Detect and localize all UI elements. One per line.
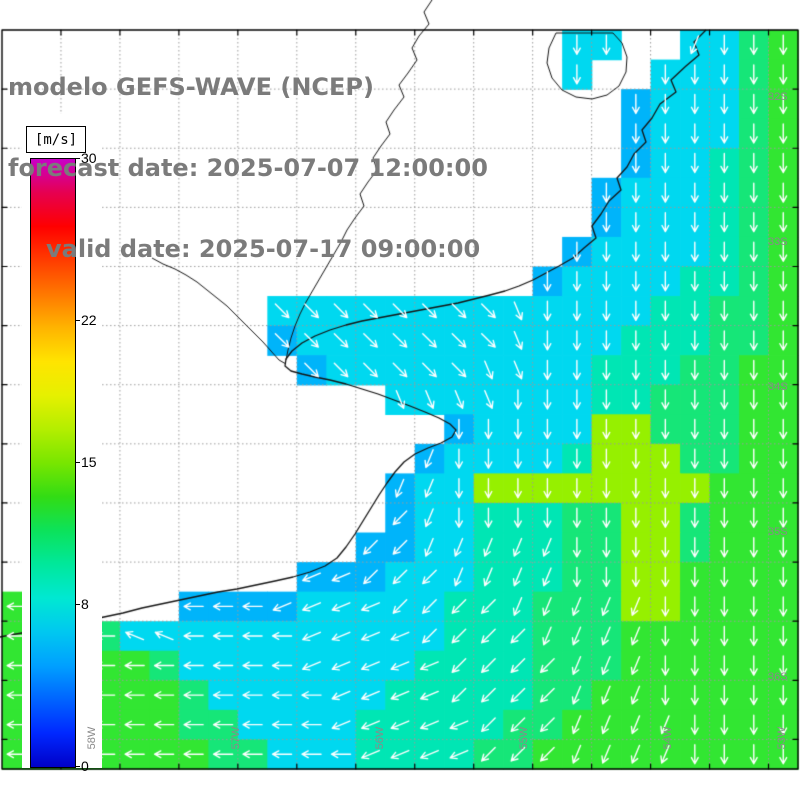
colorbar-tick-label: 15 [81,454,97,470]
colorbar-tick-label: 0 [81,758,89,774]
valid-date: valid date: 2025-07-17 09:00:00 [46,235,481,263]
longitude-label: 53W [776,726,788,750]
longitude-label: 54W [662,726,674,750]
longitude-label: 55W [518,726,530,750]
colorbar-tick-mark [75,603,80,605]
longitude-label: 57W [230,726,242,750]
latitude-label: 34S [768,381,788,393]
longitude-label: 58W [86,726,98,750]
colorbar-tick-mark [75,158,80,159]
longitude-label: 56W [374,726,386,750]
colorbar-gradient [30,158,76,768]
latitude-label: 32S [768,91,788,103]
colorbar-tick-mark [75,766,80,767]
latitude-label: 36S [768,671,788,683]
colorbar-tick-mark [75,320,80,322]
model-title: modelo GEFS-WAVE (NCEP) [8,73,374,101]
latitude-label: 33S [768,236,788,248]
colorbar-unit-box: [m/s] [26,126,86,153]
colorbar-unit-label: [m/s] [34,131,78,148]
map-titles: modelo GEFS-WAVE (NCEP) forecast date: 2… [8,20,488,317]
latitude-label: 35S [768,526,788,538]
colorbar-tick-label: 30 [81,150,97,166]
colorbar-tick-label: 22 [81,312,97,329]
colorbar-tick-mark [75,462,80,463]
colorbar-tick-label: 8 [81,595,89,612]
forecast-date: forecast date: 2025-07-07 12:00:00 [8,154,488,182]
